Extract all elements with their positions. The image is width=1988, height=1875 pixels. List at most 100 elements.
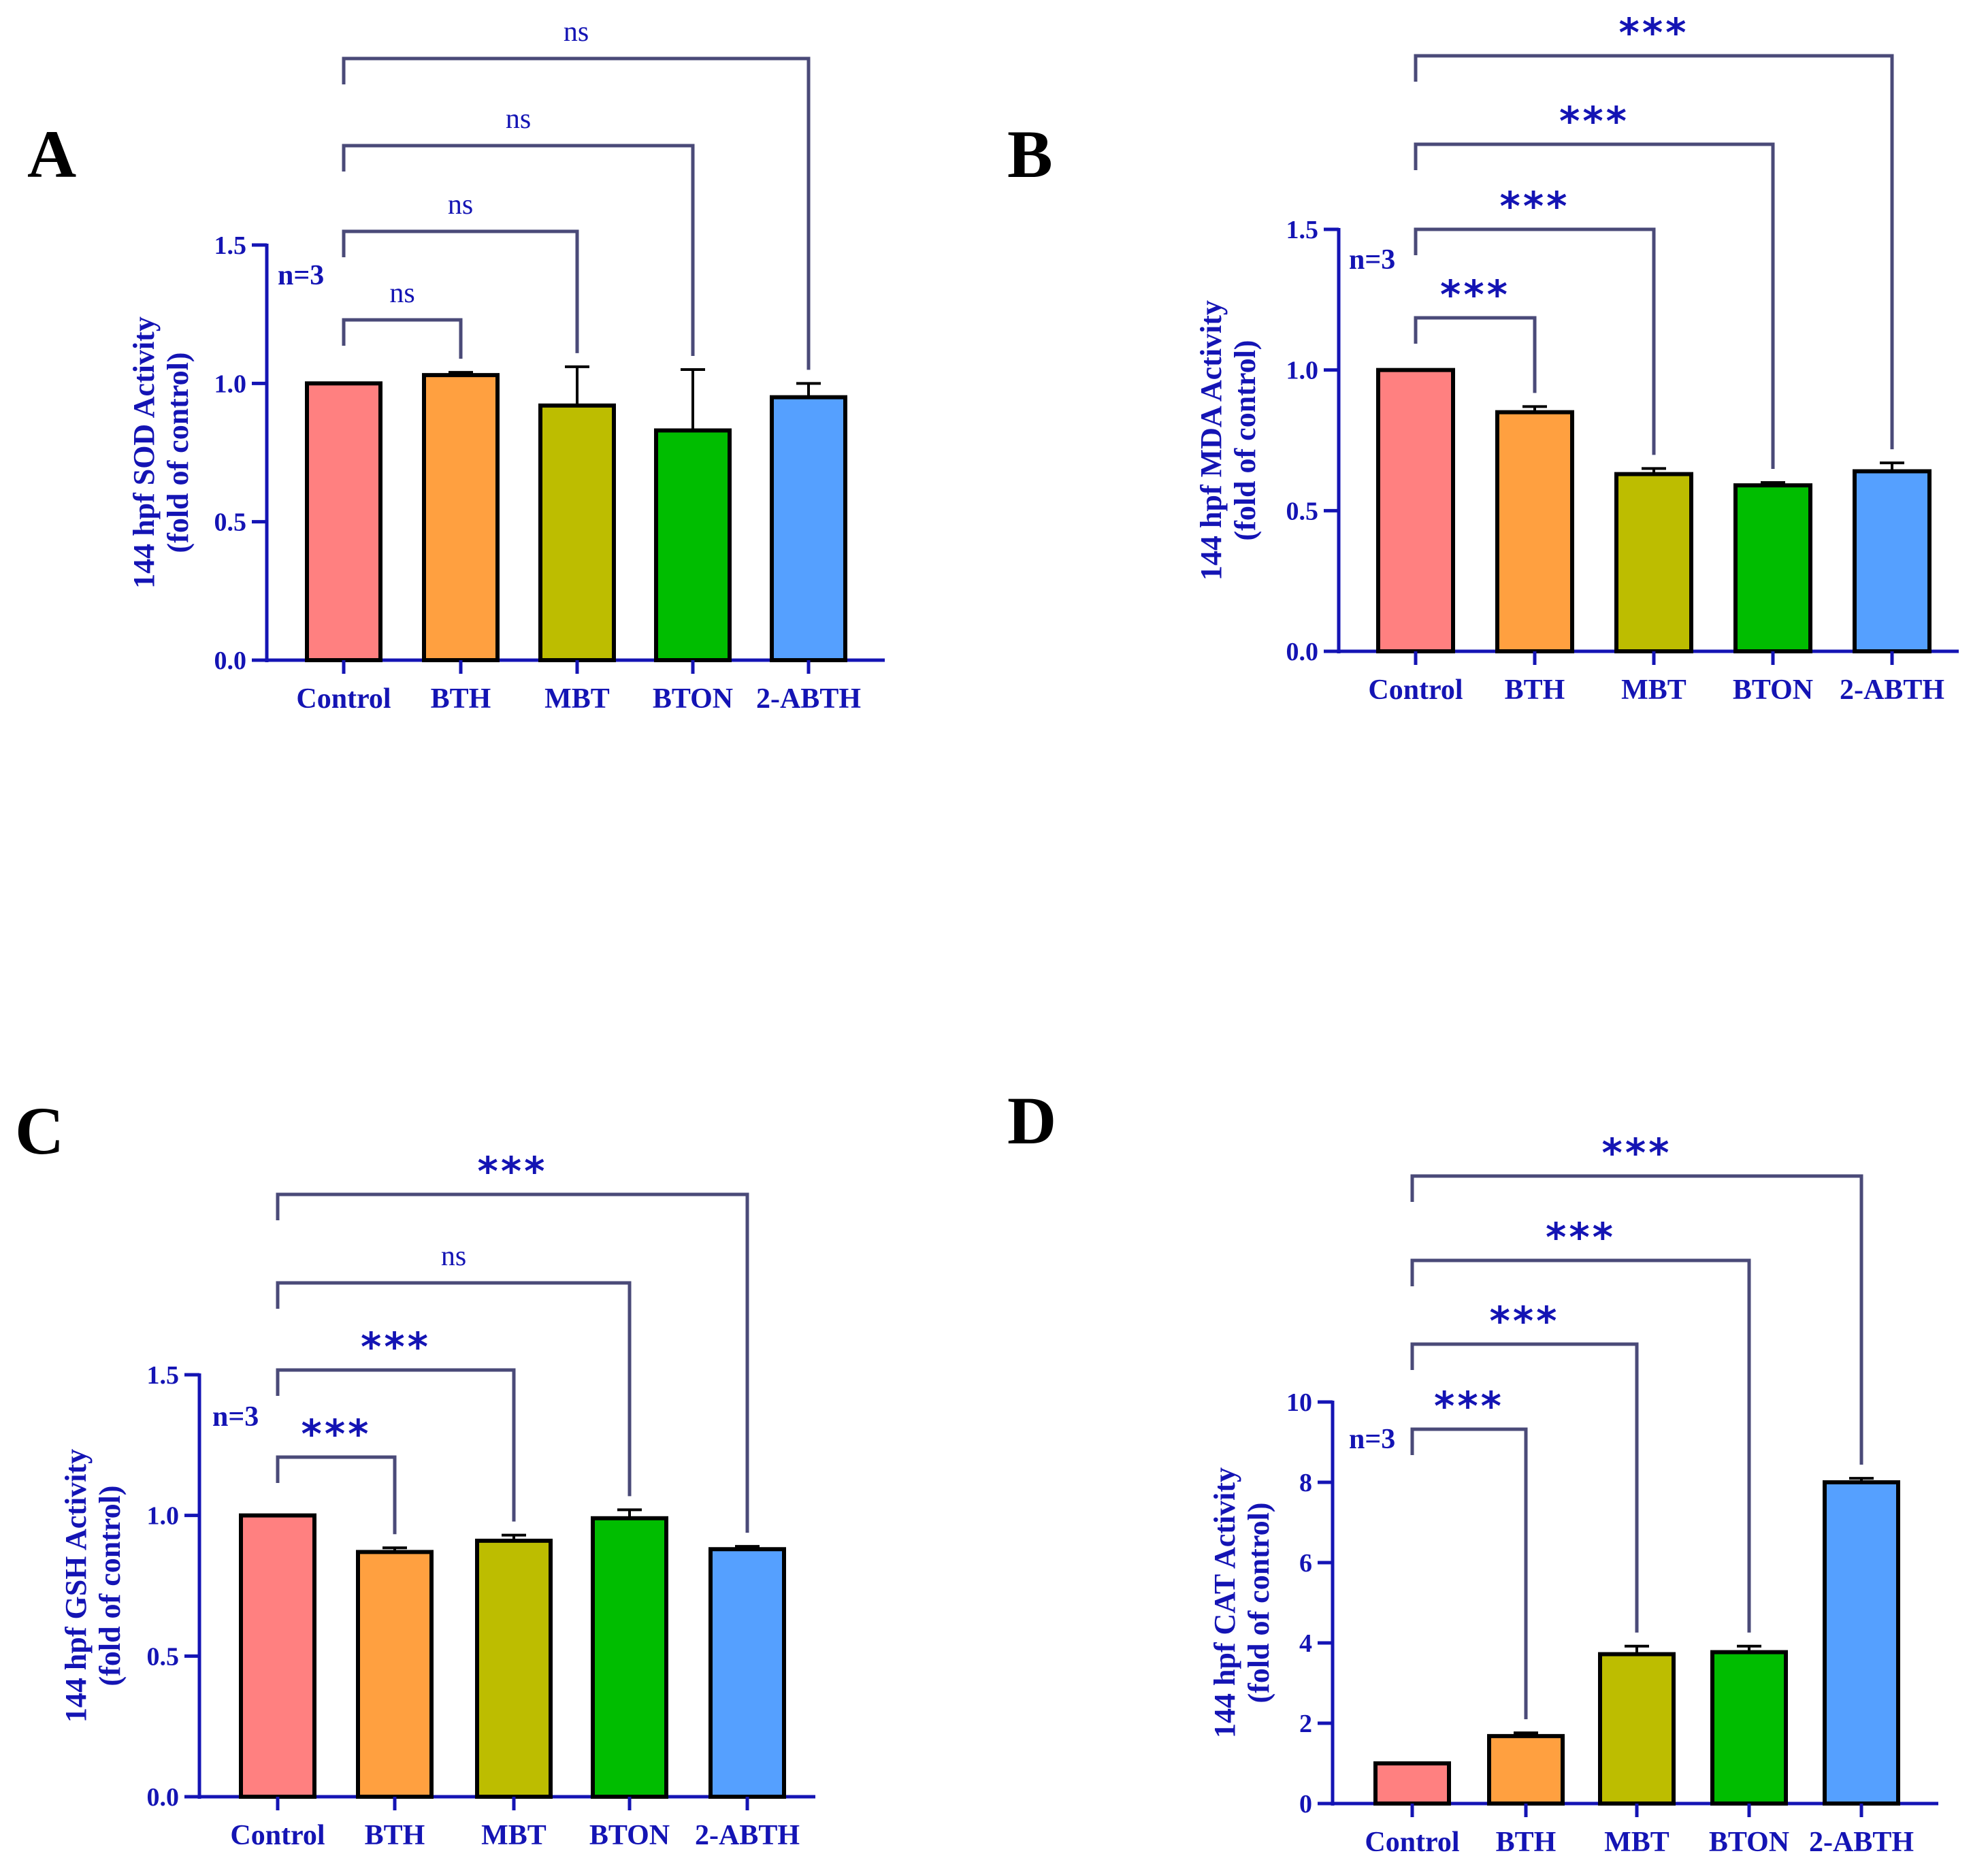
panel-d: D 0 2 4 6 8 10 144 hpf CAT Activity(fold of con… — [1007, 1083, 1938, 1858]
y-tick-label: 1.0 — [214, 370, 247, 398]
x-category-label: 2-ABTH — [1840, 674, 1944, 706]
significance-bracket — [1414, 54, 1894, 450]
bar-control — [305, 381, 382, 662]
panel-letter: D — [1007, 1083, 1056, 1158]
bar-bton — [654, 428, 732, 662]
bar-bton — [591, 1516, 668, 1799]
significance-label: *** — [1559, 98, 1629, 144]
significance-label: *** — [302, 1411, 372, 1457]
bar-bth — [1495, 410, 1574, 654]
x-category-label: BTON — [1709, 1827, 1789, 1858]
y-axis-title-line: 144 hpf MDA Activity — [1194, 300, 1228, 581]
y-tick-label: 6 — [1299, 1549, 1312, 1578]
y-tick-label: 0.0 — [147, 1783, 180, 1812]
bar-bth — [356, 1550, 434, 1799]
n-label: n=3 — [1349, 244, 1395, 276]
significance-label: *** — [1490, 1298, 1560, 1344]
significance-label: *** — [1619, 10, 1689, 56]
y-axis-title-line: (fold of control) — [1228, 340, 1262, 541]
y-tick-label: 1.0 — [147, 1502, 180, 1531]
x-category-label: 2-ABTH — [695, 1820, 800, 1851]
y-axis-title: 144 hpf SOD Activity(fold of control) — [127, 316, 195, 589]
significance-label: *** — [1602, 1130, 1672, 1176]
significance-bracket — [276, 1281, 632, 1497]
significance-bracket — [276, 1368, 516, 1522]
x-category-label: Control — [296, 683, 391, 715]
bar-mbt — [538, 403, 616, 662]
bar-2-abth — [708, 1547, 786, 1799]
bar-mbt — [1598, 1652, 1676, 1806]
n-label: n=3 — [278, 260, 324, 291]
significance-bracket — [276, 1192, 749, 1533]
significance-label: *** — [478, 1148, 548, 1194]
x-category-label: MBT — [1604, 1827, 1669, 1858]
panel-letter: B — [1007, 116, 1053, 192]
significance-bracket — [1414, 227, 1656, 455]
y-axis-title-line: 144 hpf GSH Activity — [59, 1449, 93, 1723]
significance-bracket — [1410, 1174, 1863, 1465]
y-axis-title-line: 144 hpf SOD Activity — [127, 316, 161, 589]
significance-label: *** — [1546, 1214, 1616, 1260]
y-tick-label: 0.5 — [214, 508, 247, 537]
significance-label: ns — [441, 1241, 466, 1272]
y-tick-label: 4 — [1299, 1629, 1312, 1658]
panel-b: B 0.0 0.5 1.0 1.5 144 hpf MDA Activity(fold o… — [1007, 10, 1959, 706]
x-category-label: MBT — [1621, 674, 1686, 706]
bar-bton — [1710, 1650, 1788, 1806]
x-category-label: BTH — [1505, 674, 1565, 706]
significance-label: ns — [389, 278, 414, 309]
significance-bracket — [1414, 316, 1537, 393]
significance-bracket — [342, 318, 463, 359]
bar-2-abth — [1823, 1480, 1900, 1806]
x-category-label: Control — [1368, 674, 1463, 706]
y-axis-title-line: 144 hpf CAT Activity — [1208, 1467, 1241, 1738]
x-category-label: BTON — [653, 683, 733, 715]
x-category-label: BTH — [365, 1820, 425, 1851]
significance-bracket — [1410, 1258, 1751, 1633]
significance-label: ns — [506, 103, 531, 135]
significance-label: ns — [564, 16, 589, 48]
y-axis-title-line: (fold of control) — [161, 353, 195, 553]
y-tick-label: 0.0 — [214, 647, 247, 675]
bar-control — [1376, 368, 1455, 654]
significance-bracket — [1414, 142, 1775, 469]
x-category-label: MBT — [481, 1820, 547, 1851]
bar-control — [1373, 1761, 1451, 1806]
y-tick-label: 1.5 — [1286, 216, 1319, 244]
significance-bracket — [342, 56, 811, 370]
bar-bton — [1733, 483, 1812, 654]
panel-letter: C — [15, 1093, 64, 1169]
bar-bth — [422, 373, 500, 663]
x-category-label: BTON — [1733, 674, 1813, 706]
significance-bracket — [276, 1455, 397, 1535]
significance-label: *** — [1434, 1383, 1504, 1429]
x-category-label: Control — [230, 1820, 325, 1851]
y-tick-label: 1.5 — [214, 231, 247, 260]
x-category-label: 2-ABTH — [756, 683, 861, 715]
bar-mbt — [475, 1538, 553, 1799]
x-category-label: BTH — [1496, 1827, 1557, 1858]
y-tick-label: 8 — [1299, 1469, 1312, 1497]
y-axis-title: 144 hpf MDA Activity(fold of control) — [1194, 300, 1262, 581]
panel-c: C 0.0 0.5 1.0 1.5 144 hpf GSH Activity(fold o… — [15, 1093, 815, 1851]
panel-a: A 0.0 0.5 1.0 1.5 144 hpf SOD Activity(fold o… — [27, 16, 885, 715]
x-category-label: 2-ABTH — [1809, 1827, 1914, 1858]
significance-label: *** — [1440, 272, 1510, 318]
bar-2-abth — [1853, 469, 1932, 653]
y-tick-label: 10 — [1286, 1388, 1312, 1417]
significance-label: *** — [1500, 183, 1570, 229]
significance-bracket — [342, 229, 579, 353]
y-axis-title-line: (fold of control) — [1242, 1503, 1275, 1703]
y-tick-label: 0.5 — [1286, 497, 1319, 525]
y-tick-label: 0 — [1299, 1790, 1312, 1819]
x-category-label: Control — [1365, 1827, 1459, 1858]
bar-bth — [1487, 1733, 1565, 1806]
x-category-label: MBT — [544, 683, 610, 715]
bar-2-abth — [770, 395, 847, 663]
panel-letter: A — [27, 116, 76, 192]
y-axis-title: 144 hpf CAT Activity(fold of control) — [1208, 1467, 1275, 1738]
y-tick-label: 1.0 — [1286, 357, 1319, 385]
y-tick-label: 2 — [1299, 1710, 1312, 1738]
significance-label: *** — [361, 1324, 431, 1370]
